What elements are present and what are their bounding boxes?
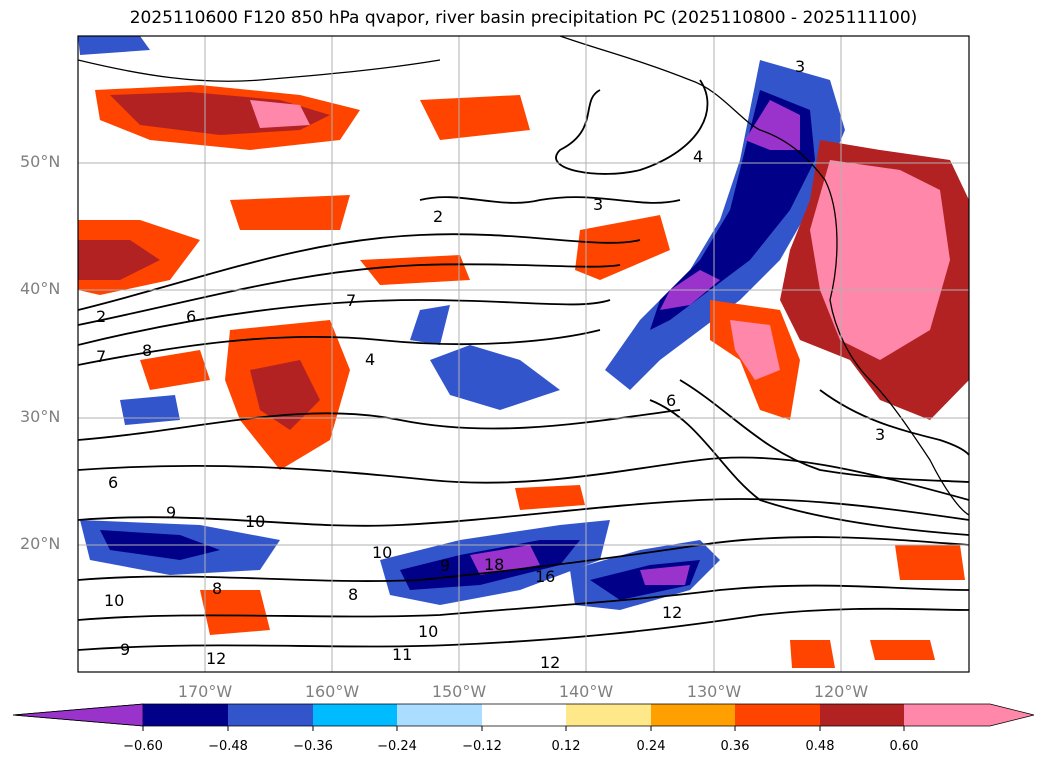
contour-label: 12 — [540, 653, 560, 672]
colorbar-bin — [820, 704, 904, 726]
contour-label: 8 — [142, 341, 152, 360]
contour-label-group: 3 4 2 3 2 7 8 6 7 4 6 3 6 9 10 10 8 8 9 … — [96, 57, 885, 672]
contour-label: 10 — [245, 512, 265, 531]
colorbar-tick-label: 0.60 — [889, 739, 919, 754]
colorbar-tick-label: 0.48 — [805, 739, 835, 754]
contour-label: 12 — [206, 649, 226, 668]
lon-label: 140°W — [558, 682, 614, 701]
colorbar-tick-label: 0.24 — [636, 739, 666, 754]
contour-label: 7 — [96, 347, 106, 366]
lat-label: 30°N — [20, 407, 61, 426]
contour-label: 10 — [104, 591, 124, 610]
lon-label: 160°W — [304, 682, 360, 701]
contour-label: 8 — [348, 585, 358, 604]
colorbar-tick-label: 0.36 — [720, 739, 750, 754]
contour-label: 3 — [593, 195, 603, 214]
map-frame — [77, 35, 970, 673]
colorbar-bin — [313, 704, 397, 726]
graticule — [78, 36, 969, 672]
colorbar-ticks — [142, 726, 905, 731]
colorbar-extend-high — [904, 704, 1034, 726]
colorbar-bin — [735, 704, 820, 726]
colorbar-bin — [143, 704, 228, 726]
contour-label: 6 — [186, 307, 196, 326]
qvapor-contours — [78, 79, 969, 651]
lat-label: 50°N — [20, 152, 61, 171]
colorbar-bin — [228, 704, 313, 726]
contour-label: 9 — [166, 503, 176, 522]
map-title: 2025110600 F120 850 hPa qvapor, river ba… — [129, 8, 918, 28]
lon-label: 170°W — [177, 682, 233, 701]
colorbar-tick-label: −0.24 — [377, 739, 417, 754]
contour-label: 2 — [96, 307, 106, 326]
colorbar-tick-label: 0.12 — [551, 739, 581, 754]
contour-label: 12 — [662, 603, 682, 622]
colorbar-bin — [397, 704, 482, 726]
contour-label: 2 — [433, 207, 443, 226]
contour-label: 11 — [392, 645, 412, 664]
colorbar-bin — [651, 704, 735, 726]
colorbar — [12, 703, 1035, 731]
colorbar-tick-label: −0.36 — [293, 739, 333, 754]
contour-label: 8 — [212, 579, 222, 598]
contour-label: 9 — [120, 640, 130, 659]
contour-label: 16 — [535, 567, 555, 586]
contour-label: 6 — [666, 391, 676, 410]
contour-label: 3 — [875, 425, 885, 444]
lon-label: 150°W — [431, 682, 487, 701]
colorbar-tick-label: −0.60 — [123, 739, 163, 754]
colorbar-tick-label: −0.48 — [208, 739, 248, 754]
lon-label: 120°W — [813, 682, 869, 701]
contour-label: 10 — [418, 622, 438, 641]
contour-label: 7 — [346, 291, 356, 310]
contour-label: 4 — [693, 147, 703, 166]
contour-label: 10 — [372, 543, 392, 562]
lat-label: 20°N — [20, 534, 61, 553]
contour-label: 3 — [795, 57, 805, 76]
coastlines — [78, 36, 969, 516]
contour-label: 18 — [484, 555, 504, 574]
colorbar-tick-label: −0.12 — [462, 739, 502, 754]
contour-label: 6 — [108, 473, 118, 492]
colorbar-extend-low — [12, 703, 144, 727]
contour-label: 4 — [365, 350, 375, 369]
colorbar-bin — [482, 704, 566, 726]
colorbar-bin — [566, 704, 651, 726]
contour-label: 9 — [440, 556, 450, 575]
lat-label: 40°N — [20, 279, 61, 298]
lon-label: 130°W — [686, 682, 742, 701]
precipitation-pc-fill — [78, 36, 969, 668]
